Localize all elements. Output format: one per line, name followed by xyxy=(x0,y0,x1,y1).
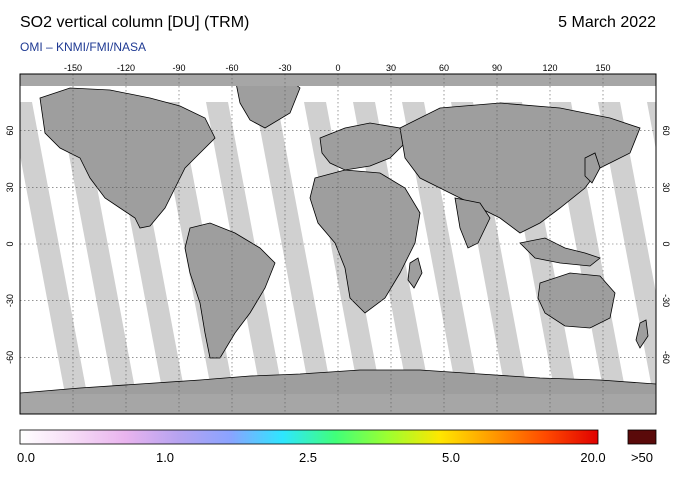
colorbar-gradient xyxy=(19,429,599,445)
lat-tick-right: 0 xyxy=(661,241,671,246)
lat-tick-left: 60 xyxy=(5,126,15,136)
orbit-swath xyxy=(647,102,656,150)
map-date: 5 March 2022 xyxy=(558,14,656,31)
asia xyxy=(399,102,641,234)
so2-world-map: -150 -150 -120 -120 -90 -90 -60 -60 -30 -30 0 0 30 30… xyxy=(5,63,671,418)
lat-tick-right: 60 xyxy=(661,126,671,136)
colorbar-label-2: 2.5 xyxy=(298,450,318,465)
japan xyxy=(584,152,601,184)
lon-tick-top: -90 xyxy=(172,63,185,73)
north-america xyxy=(39,87,216,229)
new-zealand xyxy=(635,319,649,349)
europe xyxy=(319,122,406,171)
so2-colorbar xyxy=(19,429,657,445)
lat-tick-left: -30 xyxy=(5,294,15,307)
lon-tick-bottom: 30 xyxy=(386,417,396,418)
india xyxy=(454,197,491,249)
lon-tick-bottom: -120 xyxy=(117,417,135,418)
colorbar-label-5: >50 xyxy=(630,450,654,465)
lon-tick-top: -60 xyxy=(225,63,238,73)
lat-tick-left: 30 xyxy=(5,182,15,192)
lon-tick-bottom: -60 xyxy=(225,417,238,418)
lon-tick-top: 120 xyxy=(542,63,557,73)
africa xyxy=(309,169,421,314)
colorbar-label-3: 5.0 xyxy=(441,450,461,465)
lat-tick-left: 0 xyxy=(5,241,15,246)
colorbar-label-0: 0.0 xyxy=(16,450,36,465)
madagascar xyxy=(407,257,423,289)
map-frame xyxy=(19,73,657,415)
lon-tick-top: -150 xyxy=(64,63,82,73)
lon-tick-bottom: 150 xyxy=(595,417,610,418)
maritime-asia xyxy=(519,237,601,267)
orbit-swath xyxy=(20,102,87,394)
orbit-swath xyxy=(59,102,136,394)
orbit-swath xyxy=(255,102,332,394)
lat-tick-right: 30 xyxy=(661,182,671,192)
lon-tick-top: 60 xyxy=(439,63,449,73)
lon-tick-bottom: -150 xyxy=(64,417,82,418)
lon-tick-bottom: 60 xyxy=(439,417,449,418)
colorbar-label-1: 1.0 xyxy=(155,450,175,465)
orbit-swath xyxy=(598,102,656,394)
axis-ticks: -150 -150 -120 -120 -90 -90 -60 -60 -30 -30 0 0 30 30… xyxy=(5,63,671,418)
lon-tick-top: 90 xyxy=(492,63,502,73)
south-america xyxy=(184,222,276,359)
graticule xyxy=(20,74,656,414)
map-title: SO2 vertical column [DU] (TRM) xyxy=(20,14,250,31)
lon-tick-top: -120 xyxy=(117,63,135,73)
lat-tick-right: -60 xyxy=(661,351,671,364)
arctic-no-data xyxy=(20,74,656,86)
lon-tick-top: -30 xyxy=(278,63,291,73)
colorbar-overflow-swatch xyxy=(627,429,657,445)
lon-tick-bottom: -90 xyxy=(172,417,185,418)
data-credit: OMI – KNMI/FMI/NASA xyxy=(20,40,147,54)
lon-tick-bottom: 0 xyxy=(335,417,340,418)
lat-tick-left: -60 xyxy=(5,351,15,364)
lon-tick-top: 30 xyxy=(386,63,396,73)
lon-tick-bottom: 90 xyxy=(492,417,502,418)
lon-tick-top: 0 xyxy=(335,63,340,73)
colorbar-label-4: 20.0 xyxy=(580,450,606,465)
lon-tick-bottom: 120 xyxy=(542,417,557,418)
lat-tick-right: -30 xyxy=(661,294,671,307)
lon-tick-top: 150 xyxy=(595,63,610,73)
lon-tick-bottom: -30 xyxy=(278,417,291,418)
